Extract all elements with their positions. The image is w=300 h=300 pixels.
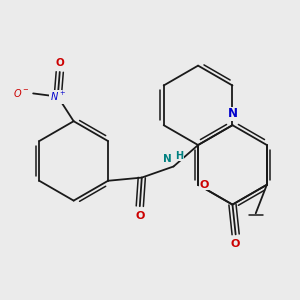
Text: O: O [231,239,240,249]
Text: $N^+$: $N^+$ [50,90,66,103]
Text: O: O [135,211,145,221]
Text: N: N [227,107,238,120]
Text: O: O [56,58,64,68]
Text: $O^-$: $O^-$ [13,87,30,99]
Text: H: H [176,151,184,160]
Text: O: O [199,180,209,190]
Text: N: N [163,154,172,164]
